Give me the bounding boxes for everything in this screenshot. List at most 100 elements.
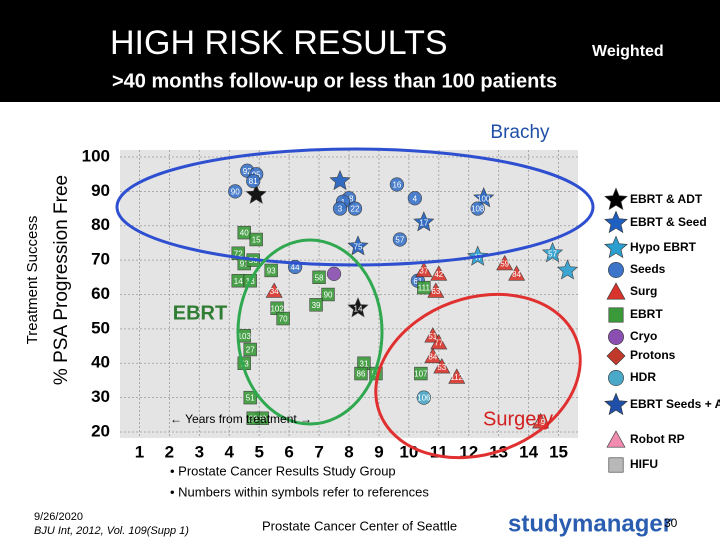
y-tick-label: 20	[91, 421, 110, 440]
x-note: ← Years from treatment →	[170, 412, 312, 426]
group-label: EBRT	[173, 302, 227, 324]
x-tick-label: 14	[519, 442, 538, 461]
x-tick-label: 6	[284, 442, 293, 461]
marker	[417, 280, 431, 295]
legend-label: EBRT	[630, 307, 663, 321]
x-tick-label: 4	[225, 442, 235, 461]
marker	[448, 368, 466, 384]
marker	[415, 261, 433, 278]
y-label-outer: Treatment Success	[24, 216, 41, 345]
ref-label: 59	[500, 260, 509, 269]
badge: Weighted	[592, 43, 664, 60]
marker	[265, 282, 283, 298]
x-tick-label: 1	[135, 442, 144, 461]
ref-label: 29	[258, 414, 267, 423]
title: HIGH RISK RESULTS	[110, 24, 448, 62]
y-tick-label: 100	[82, 146, 110, 165]
marker	[276, 311, 290, 326]
marker	[604, 187, 628, 211]
marker	[392, 232, 407, 247]
ref-label: 57	[548, 249, 557, 258]
ref-label: 77	[434, 339, 443, 348]
ref-label: 108	[471, 205, 485, 214]
ref-label: 40	[240, 229, 249, 238]
legend-label: Seeds	[630, 262, 666, 276]
note: • Prostate Cancer Results Study Group	[170, 463, 396, 478]
group-label: Surgery	[483, 408, 553, 430]
x-tick-label: 11	[430, 442, 448, 461]
x-tick-label: 8	[344, 442, 353, 461]
y-label: % PSA Progression Free	[51, 175, 72, 385]
marker	[347, 235, 369, 256]
y-tick-label: 80	[91, 215, 110, 234]
group-label: Brachy	[490, 122, 550, 143]
marker	[329, 169, 351, 191]
marker	[414, 366, 428, 381]
marker	[430, 334, 448, 350]
marker	[606, 346, 626, 366]
marker	[608, 370, 624, 386]
marker	[347, 297, 369, 318]
x-tick-label: 5	[254, 442, 263, 461]
legend-label: Hypo EBRT	[630, 240, 697, 254]
ref-label: 27	[246, 346, 255, 355]
ref-label: 53	[437, 363, 446, 372]
ref-label: 15	[252, 236, 261, 245]
marker	[243, 342, 257, 357]
marker	[604, 210, 628, 234]
ref-label: 103	[238, 332, 252, 341]
subtitle: >40 months follow-up or less than 100 pa…	[112, 70, 557, 92]
marker	[608, 262, 624, 278]
ref-label: 34	[270, 287, 279, 296]
marker	[237, 225, 251, 240]
ebrt-ring	[236, 238, 384, 426]
ref-label: 102	[270, 304, 284, 313]
marker	[246, 411, 260, 425]
ref-label: 90	[231, 187, 240, 196]
ref-label: 63	[431, 287, 440, 296]
y-tick-label: 30	[91, 387, 110, 406]
x-tick-label: 3	[195, 442, 204, 461]
ref-label: 91	[240, 260, 249, 269]
legend-label: HDR	[630, 370, 656, 384]
ref-label: 39	[312, 301, 321, 310]
ref-label: 72	[234, 249, 243, 258]
ref-label: 90	[324, 291, 333, 300]
ref-label: 51	[246, 394, 255, 403]
footer-date: 9/26/2020	[34, 511, 83, 523]
ref-label: 31	[360, 359, 369, 368]
marker	[608, 329, 624, 345]
marker	[312, 270, 326, 285]
marker	[245, 183, 267, 204]
marker	[608, 457, 624, 473]
legend-label: Robot RP	[630, 432, 685, 446]
ref-label: 84	[512, 270, 521, 279]
ref-label: 111	[418, 284, 431, 293]
ref-label: 3	[338, 205, 343, 214]
marker	[604, 235, 628, 259]
ref-label: 86	[357, 370, 366, 379]
header-band	[0, 0, 720, 102]
ref-label: 106	[417, 394, 431, 403]
legend: EBRT & ADT EBRT & Seed Hypo EBRT Seeds Surg E…	[604, 187, 720, 473]
ref-label: 44	[291, 263, 300, 272]
marker	[606, 430, 626, 448]
page-number: 30	[664, 516, 678, 530]
ref-label: 93	[267, 267, 276, 276]
marker	[424, 347, 442, 364]
marker	[433, 358, 451, 374]
marker	[326, 266, 342, 281]
marker	[416, 390, 431, 405]
ref-label: 14	[354, 304, 363, 313]
marker	[347, 201, 363, 216]
ref-label: 58	[315, 273, 324, 282]
marker	[228, 184, 243, 199]
marker	[430, 265, 448, 281]
ref-label: 57	[395, 236, 404, 245]
marker	[407, 191, 422, 206]
ref-label: 112	[450, 373, 463, 382]
ref-label: 70	[279, 315, 288, 324]
marker	[389, 177, 404, 192]
ref-label: 37	[419, 267, 428, 276]
marker	[541, 242, 564, 263]
